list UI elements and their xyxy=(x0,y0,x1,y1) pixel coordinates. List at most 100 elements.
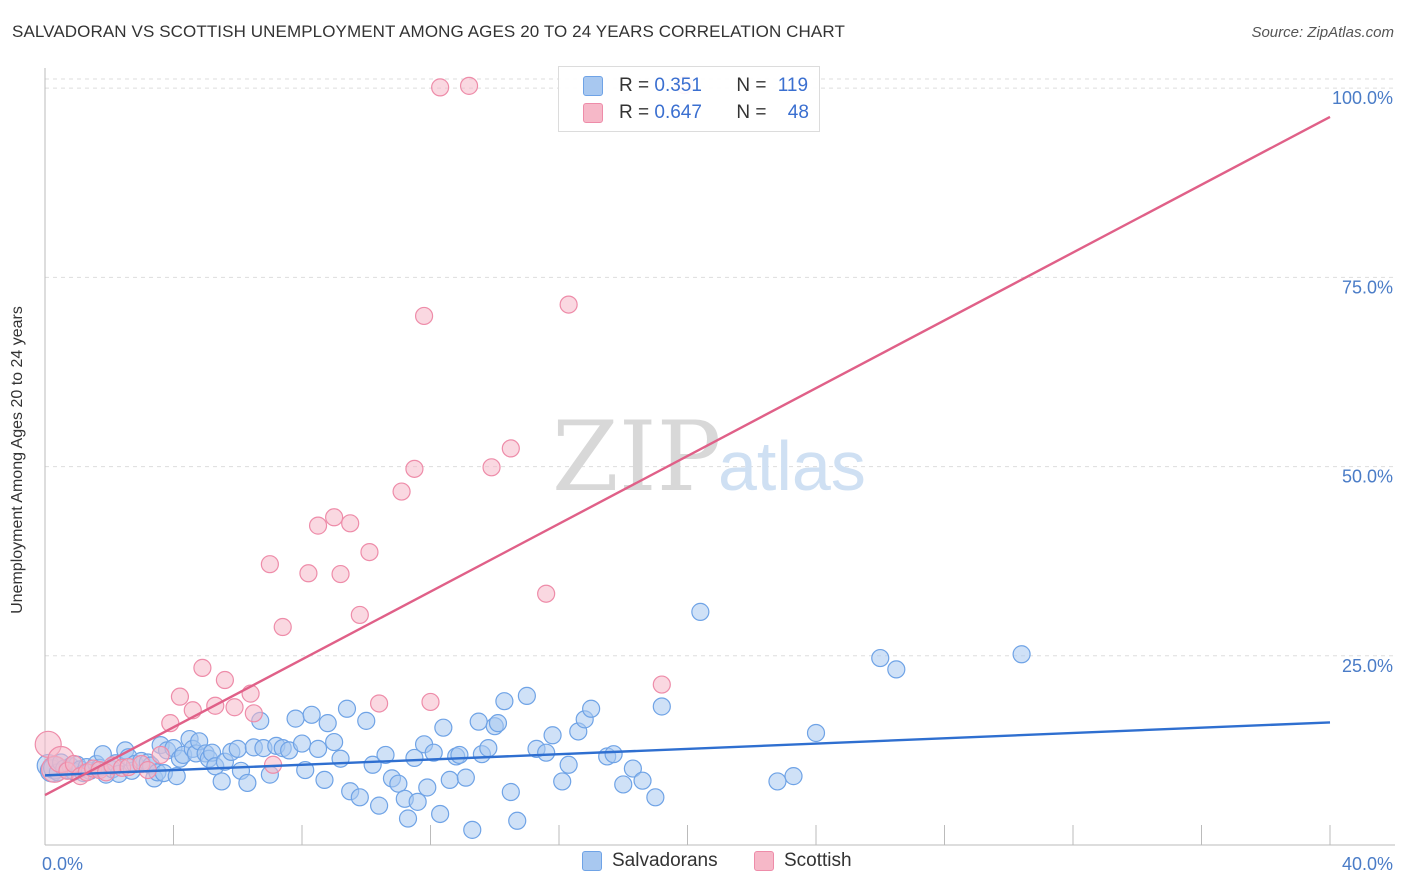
data-point xyxy=(508,811,527,830)
legend-row-scottish: R = 0.647 N = 48 xyxy=(583,100,809,126)
series-legend-salvadorans[interactable]: Salvadorans xyxy=(582,850,718,872)
data-point xyxy=(360,542,379,562)
series-swatch-scottish xyxy=(754,851,774,871)
data-point xyxy=(646,788,665,807)
data-point xyxy=(434,718,453,737)
data-point xyxy=(405,459,424,478)
data-point xyxy=(212,772,231,791)
series-legend: Salvadorans Scottish xyxy=(0,850,1406,878)
data-point xyxy=(350,605,369,625)
data-point xyxy=(325,732,344,752)
data-point xyxy=(225,698,244,717)
data-point xyxy=(582,699,601,718)
data-point xyxy=(193,658,212,677)
data-point xyxy=(623,759,642,778)
data-point xyxy=(517,686,536,705)
legend-swatch-salvadorans xyxy=(583,76,603,96)
data-point xyxy=(495,692,514,711)
data-point xyxy=(450,745,469,765)
legend-r-value: 0.351 xyxy=(654,75,702,96)
axes xyxy=(44,68,1395,846)
series-swatch-salvadorans xyxy=(582,851,602,871)
data-point xyxy=(652,697,671,716)
data-point xyxy=(370,796,389,815)
data-point xyxy=(887,660,906,679)
legend-n-label: N = xyxy=(736,102,772,123)
series-legend-scottish[interactable]: Scottish xyxy=(754,850,852,872)
legend-swatch-scottish xyxy=(583,103,603,123)
data-point xyxy=(331,564,350,584)
data-point xyxy=(408,792,427,811)
data-point xyxy=(691,602,710,621)
data-point xyxy=(331,749,350,768)
y-tick-label: 75.0% xyxy=(1342,277,1393,297)
watermark-atlas: atlas xyxy=(718,427,866,505)
trend-line-scottish xyxy=(44,115,1331,797)
data-point xyxy=(318,714,337,733)
grid-lines xyxy=(45,78,1395,657)
data-point xyxy=(553,772,572,791)
data-point xyxy=(479,739,498,758)
data-point xyxy=(537,743,556,762)
legend-n-value: 119 xyxy=(777,75,809,96)
data-point xyxy=(337,699,357,718)
data-point xyxy=(228,739,247,758)
data-point xyxy=(376,745,395,765)
data-point xyxy=(325,508,344,527)
data-point xyxy=(501,782,520,802)
data-point xyxy=(215,670,234,690)
stats-legend: R = 0.351 N = 119 R = 0.647 N = 48 xyxy=(558,66,820,132)
data-point xyxy=(273,617,292,637)
data-point xyxy=(151,745,170,765)
data-point xyxy=(244,704,263,723)
y-tick-label: 50.0% xyxy=(1342,467,1393,487)
data-point xyxy=(302,705,321,724)
data-point xyxy=(315,770,334,790)
chart-title: SALVADORAN VS SCOTTISH UNEMPLOYMENT AMON… xyxy=(12,22,845,41)
data-point xyxy=(559,295,578,314)
tick-labels: 25.0% 50.0% 75.0% 100.0% 0.0% 40.0% xyxy=(42,88,1393,874)
data-point xyxy=(431,78,450,97)
watermark-zip: ZIP xyxy=(552,401,721,513)
data-point xyxy=(414,306,434,326)
data-point xyxy=(424,743,443,762)
data-point xyxy=(614,775,633,794)
data-point xyxy=(341,514,360,533)
y-tick-label: 25.0% xyxy=(1342,656,1393,676)
data-point xyxy=(299,564,318,583)
data-point xyxy=(633,771,652,790)
data-points xyxy=(34,76,1031,839)
data-point xyxy=(292,734,312,753)
legend-r-value: 0.647 xyxy=(654,102,702,123)
data-point xyxy=(421,692,440,712)
data-point xyxy=(170,687,190,706)
source-label: Source: ZipAtlas.com xyxy=(1251,24,1394,41)
x-tick-label: 0.0% xyxy=(42,854,83,874)
data-point xyxy=(501,439,520,458)
data-point xyxy=(286,709,305,728)
watermark: ZIP atlas xyxy=(552,401,866,513)
data-point xyxy=(652,675,671,694)
data-point xyxy=(308,516,328,535)
data-point xyxy=(768,772,787,791)
series-label-scottish: Scottish xyxy=(784,850,852,871)
x-tick-label: 40.0% xyxy=(1342,854,1393,874)
y-tick-label: 100.0% xyxy=(1332,88,1393,108)
series-label-salvadorans: Salvadorans xyxy=(612,850,718,871)
data-point xyxy=(456,768,475,787)
data-point xyxy=(784,767,803,786)
data-point xyxy=(488,714,508,733)
data-point xyxy=(418,778,437,797)
data-point xyxy=(405,748,424,768)
data-point xyxy=(167,767,186,786)
data-point xyxy=(604,745,623,764)
legend-row-salvadorans: R = 0.351 N = 119 xyxy=(583,73,808,99)
data-point xyxy=(537,584,556,603)
data-point xyxy=(238,773,257,793)
legend-n-label: N = xyxy=(736,75,772,96)
trend-lines xyxy=(44,115,1331,797)
data-point xyxy=(370,694,389,713)
data-point xyxy=(350,788,369,807)
data-point xyxy=(260,555,279,574)
